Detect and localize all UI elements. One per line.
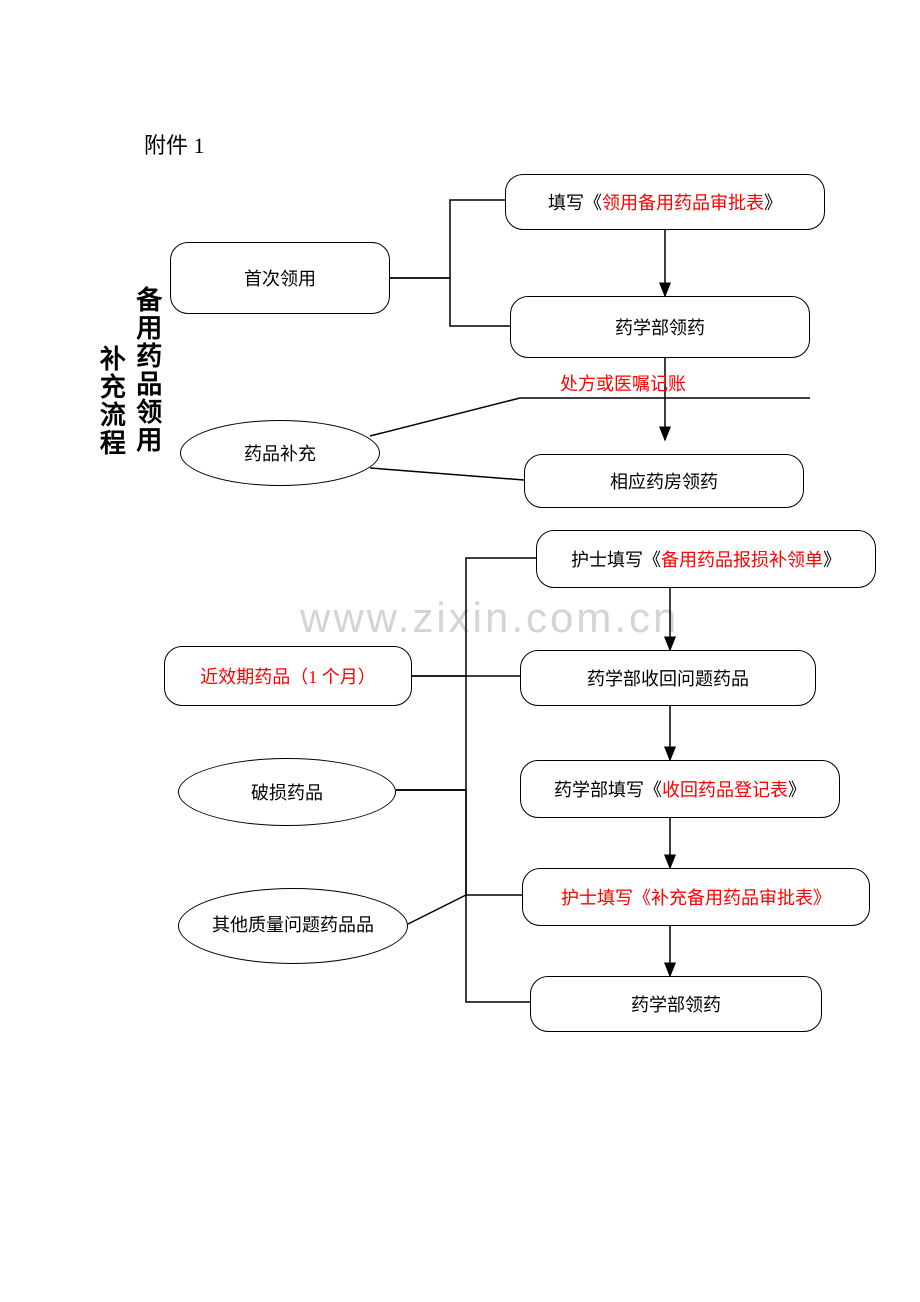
node-dept-collect2: 药学部领药 (530, 976, 822, 1032)
node-other-quality: 其他质量问题药品品 (178, 888, 408, 964)
node-dept-register: 药学部填写《收回药品登记表》 (520, 760, 840, 818)
node-dept-recall: 药学部收回问题药品 (520, 650, 816, 706)
vertical-title-spacer (96, 286, 125, 314)
label-dept-recall: 药学部收回问题药品 (587, 665, 749, 691)
label-other-quality: 其他质量问题药品品 (212, 915, 374, 937)
node-near-expiry: 近效期药品（1 个月） (164, 646, 412, 706)
vertical-title-line2: 补充流程 (96, 345, 125, 457)
label-fill-approval: 填写《领用备用药品审批表》 (548, 189, 782, 215)
label-drug-refill: 药品补充 (244, 440, 316, 466)
node-first-use: 首次领用 (170, 242, 390, 314)
label-pharmacy-collect: 相应药房领药 (610, 468, 718, 494)
label-nurse-damage: 护士填写《备用药品报损补领单》 (571, 546, 841, 572)
node-nurse-damage: 护士填写《备用药品报损补领单》 (536, 530, 876, 588)
label-near-expiry: 近效期药品（1 个月） (200, 663, 376, 689)
node-drug-refill: 药品补充 (180, 420, 380, 486)
label-nurse-supplement: 护士填写《补充备用药品审批表》 (561, 884, 831, 910)
label-damaged: 破损药品 (251, 779, 323, 805)
flowchart-canvas: 附件 1 备用药品领用 补充流程 www.zixin.com.cn 首次领用 填… (0, 0, 920, 1302)
vertical-title: 备用药品领用 补充流程 (92, 286, 165, 457)
watermark: www.zixin.com.cn (300, 594, 679, 642)
label-dept-register: 药学部填写《收回药品登记表》 (554, 776, 806, 802)
attachment-label: 附件 1 (144, 128, 205, 160)
label-dept-collect2: 药学部领药 (631, 991, 721, 1017)
node-fill-approval: 填写《领用备用药品审批表》 (505, 174, 825, 230)
vertical-title-line1: 备用药品领用 (133, 286, 162, 454)
text-prescription: 处方或医嘱记账 (560, 370, 686, 396)
node-pharmacy-collect: 相应药房领药 (524, 454, 804, 508)
label-first-use: 首次领用 (244, 265, 316, 291)
node-nurse-supplement: 护士填写《补充备用药品审批表》 (522, 868, 870, 926)
label-pharmacy-dept: 药学部领药 (615, 314, 705, 340)
node-damaged: 破损药品 (178, 758, 396, 826)
node-pharmacy-dept: 药学部领药 (510, 296, 810, 358)
